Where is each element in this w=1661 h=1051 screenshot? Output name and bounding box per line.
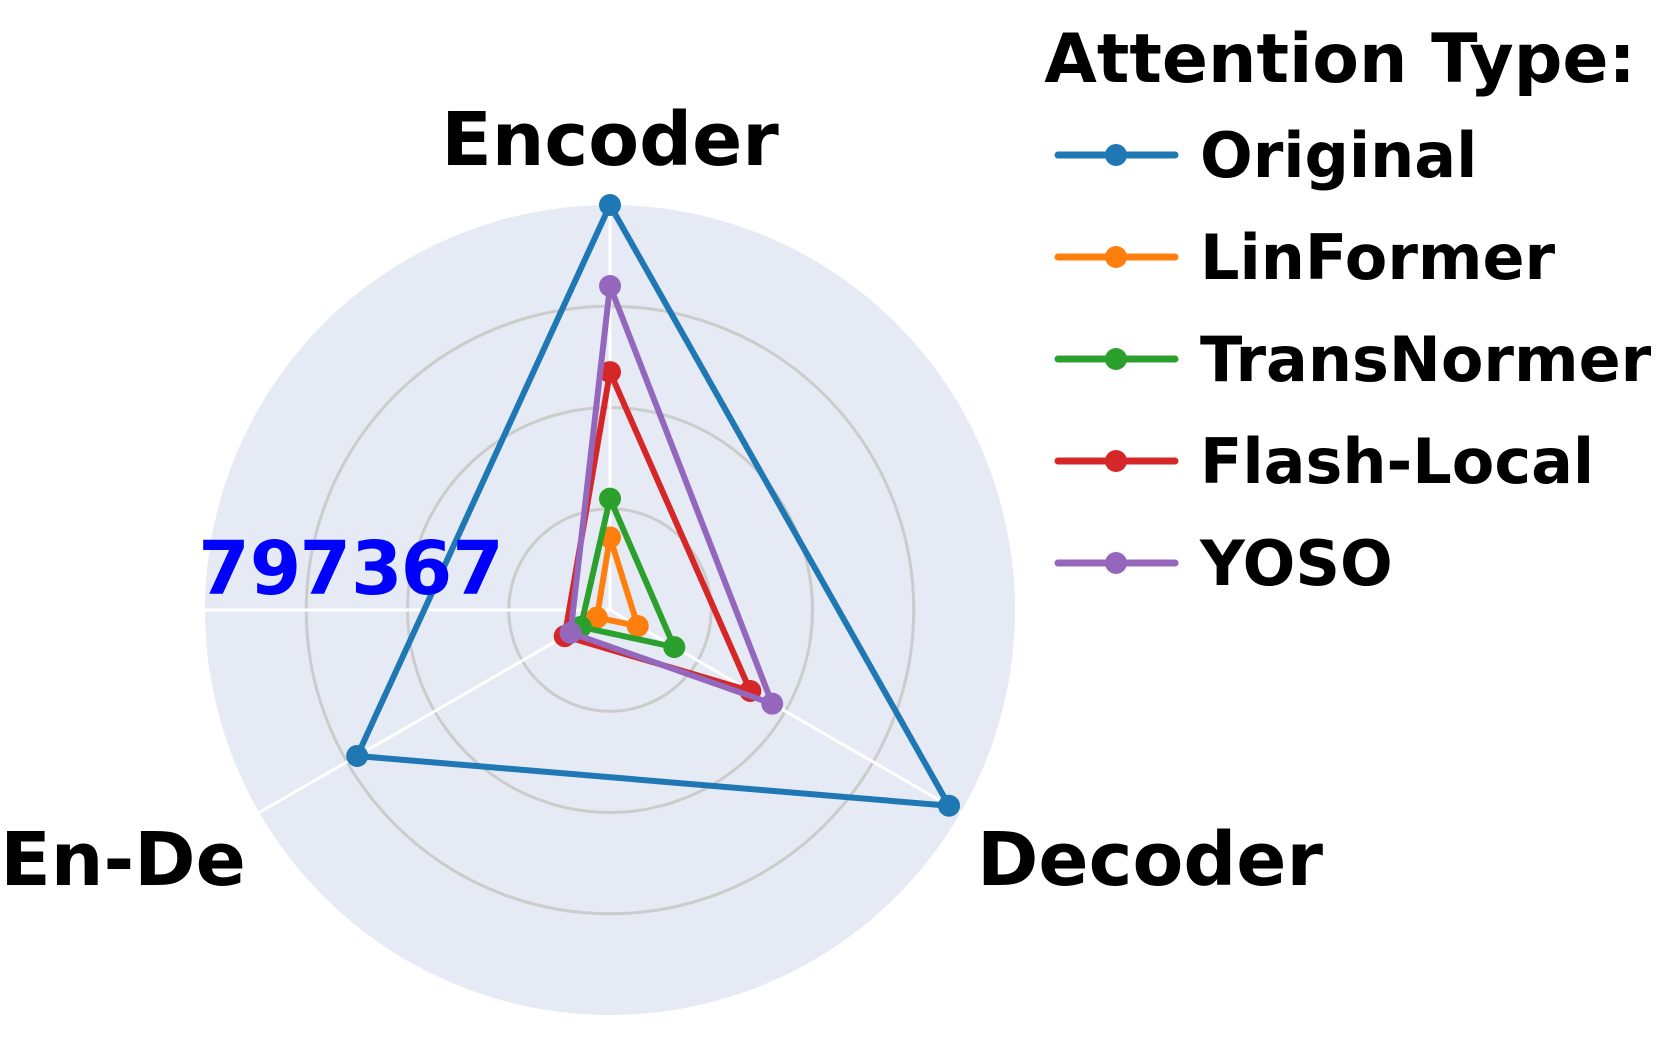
axis-label-decoder: Decoder bbox=[977, 817, 1323, 903]
legend-title: Attention Type: bbox=[1044, 20, 1635, 99]
series-point-original-en-de bbox=[346, 744, 369, 767]
series-point-linformer-en-de bbox=[585, 606, 608, 629]
legend-marker-linformer bbox=[1105, 246, 1127, 268]
series-point-original-decoder bbox=[938, 794, 961, 817]
series-point-transnormer-encoder bbox=[599, 487, 621, 510]
series-line-linformer bbox=[593, 534, 641, 630]
series-point-yoso-decoder bbox=[761, 692, 784, 715]
legend-marker-original bbox=[1105, 144, 1127, 166]
legend-label-flash-local: Flash-Local bbox=[1200, 425, 1594, 498]
legend-marker-transnormer bbox=[1105, 348, 1127, 370]
series-point-flash-local-encoder bbox=[599, 361, 621, 384]
series-line-transnormer bbox=[577, 495, 678, 651]
legend-label-original: Original bbox=[1200, 119, 1477, 192]
radial-tick-label-79: 79 bbox=[198, 526, 301, 612]
axis-spoke-en-de bbox=[258, 608, 611, 814]
radar-series bbox=[346, 194, 961, 817]
legend-marker-yoso bbox=[1105, 552, 1127, 574]
radial-tick-label-67: 67 bbox=[401, 526, 504, 612]
series-line-original bbox=[354, 202, 953, 809]
axis-label-encoder: Encoder bbox=[441, 97, 779, 183]
series-line-yoso bbox=[567, 283, 776, 707]
series-point-original-encoder bbox=[599, 194, 621, 216]
legend-items: Original LinFormer TransNormer Flash-Local Y… bbox=[1054, 119, 1652, 600]
radial-tick-label-73: 73 bbox=[300, 526, 403, 612]
series-point-transnormer-decoder bbox=[663, 636, 686, 659]
legend: Attention Type: Original LinFormer TransNo… bbox=[1044, 20, 1651, 600]
legend-label-yoso: YOSO bbox=[1199, 527, 1393, 600]
series-point-yoso-encoder bbox=[599, 275, 621, 297]
legend-label-transnormer: TransNormer bbox=[1200, 323, 1652, 396]
legend-label-linformer: LinFormer bbox=[1200, 221, 1556, 294]
series-point-linformer-decoder bbox=[626, 615, 649, 638]
series-point-yoso-en-de bbox=[559, 621, 582, 644]
legend-marker-flash-local bbox=[1105, 450, 1127, 472]
axis-label-en-de: En-De bbox=[0, 817, 246, 903]
